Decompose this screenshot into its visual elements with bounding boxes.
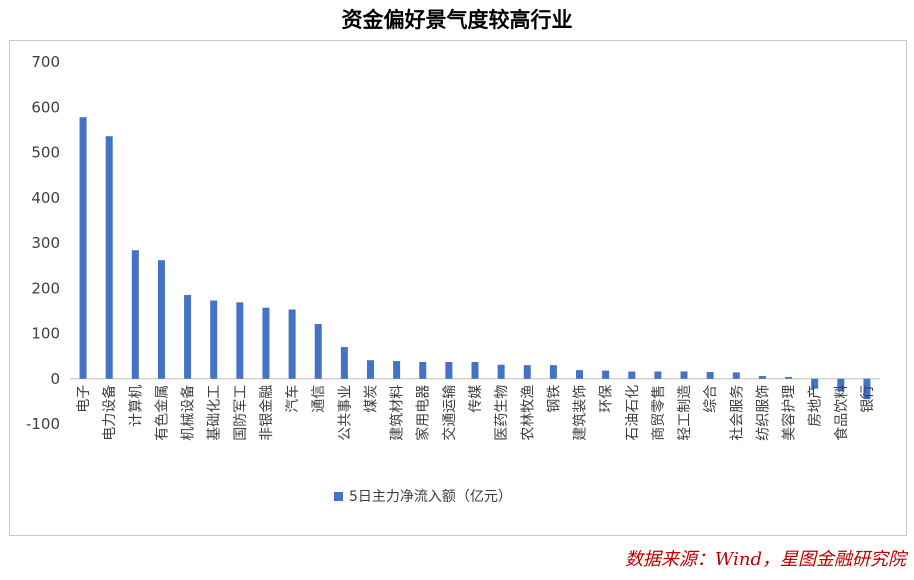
x-category-label: 石油石化 (625, 385, 641, 441)
bar (758, 376, 766, 379)
legend-label: 5日主力净流入额（亿元） (349, 489, 512, 505)
x-category-label: 汽车 (284, 385, 301, 413)
source-note: 数据来源：Wind，星图金融研究院 (624, 549, 906, 570)
bar (785, 376, 793, 379)
x-category-label: 医药生物 (494, 385, 510, 441)
bar (654, 371, 662, 379)
x-category-label: 基础化工 (206, 385, 223, 441)
bar (314, 323, 322, 379)
y-tick-label: 300 (31, 234, 60, 252)
x-category-label: 计算机 (128, 385, 144, 427)
x-category-label: 银行 (860, 385, 876, 413)
x-category-label: 电子 (76, 385, 92, 413)
bar (236, 302, 244, 379)
x-category-label: 美容护理 (781, 385, 798, 441)
y-tick-label: 0 (50, 370, 60, 388)
bar (184, 295, 192, 379)
bar (419, 362, 427, 379)
bar (445, 362, 453, 379)
y-tick-label: -100 (26, 415, 60, 433)
bar (680, 371, 688, 379)
chart-title: 资金偏好景气度较高行业 (341, 7, 573, 32)
x-category-label: 电力设备 (101, 385, 118, 441)
bar (131, 250, 139, 379)
x-category-label: 纺织服饰 (755, 385, 771, 441)
plot-frame (9, 40, 907, 536)
x-category-label: 建筑材料 (390, 385, 406, 441)
bar (732, 372, 740, 379)
bar (837, 378, 845, 392)
x-category-label: 公共事业 (337, 385, 353, 441)
bar (523, 365, 531, 379)
x-category-label: 社会服务 (729, 385, 745, 441)
bar (157, 260, 165, 379)
x-category-label: 食品饮料 (833, 385, 850, 441)
bar (549, 365, 557, 379)
x-category-label: 非银金融 (259, 385, 275, 441)
x-category-label: 农林牧渔 (520, 385, 536, 441)
bar (471, 362, 479, 379)
bar (340, 347, 348, 379)
x-category-label: 有色金属 (153, 385, 170, 441)
bar (210, 300, 218, 379)
x-category-label: 交通运输 (441, 385, 458, 441)
x-category-label: 钢铁 (546, 385, 562, 413)
bar (497, 364, 505, 379)
y-tick-label: 700 (31, 53, 60, 71)
bar (262, 307, 270, 379)
bar (706, 371, 714, 379)
bar (366, 360, 374, 379)
bar (863, 378, 871, 400)
x-category-label: 家用电器 (415, 385, 432, 441)
x-category-label: 综合 (703, 385, 719, 413)
x-category-label: 轻工制造 (677, 385, 693, 441)
x-category-label: 通信 (311, 385, 327, 413)
x-category-label: 房地产 (808, 385, 824, 427)
x-category-label: 商贸零售 (651, 385, 667, 441)
bar (393, 361, 401, 379)
bar (811, 378, 819, 389)
y-tick-label: 100 (31, 325, 60, 343)
bar (288, 309, 296, 379)
bar (628, 371, 636, 379)
legend-swatch (334, 492, 343, 501)
bar (105, 136, 113, 379)
x-category-label: 建筑装饰 (573, 385, 589, 441)
bar (602, 370, 610, 379)
y-tick-label: 400 (31, 189, 60, 207)
y-tick-label: 600 (31, 98, 60, 116)
y-tick-label: 500 (31, 144, 60, 162)
y-tick-label: 200 (31, 279, 60, 297)
x-category-label: 煤炭 (363, 385, 379, 413)
bar (79, 117, 87, 379)
x-category-label: 环保 (599, 385, 615, 413)
x-category-label: 机械设备 (180, 385, 197, 441)
bar (576, 370, 584, 379)
x-category-label: 传媒 (468, 385, 484, 413)
x-category-label: 国防军工 (233, 385, 249, 441)
